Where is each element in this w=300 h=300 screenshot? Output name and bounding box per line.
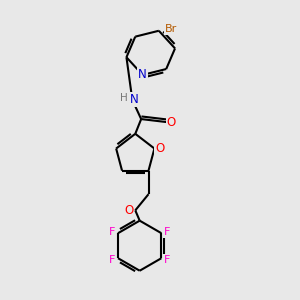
Text: F: F — [164, 255, 170, 265]
Text: F: F — [109, 227, 115, 237]
Text: F: F — [109, 255, 115, 265]
Text: Br: Br — [165, 24, 178, 34]
Text: N: N — [138, 68, 147, 81]
Text: F: F — [164, 227, 170, 237]
Text: N: N — [129, 93, 138, 106]
Text: O: O — [155, 142, 164, 155]
Text: H: H — [120, 94, 128, 103]
Text: O: O — [124, 204, 134, 217]
Text: O: O — [167, 116, 176, 128]
